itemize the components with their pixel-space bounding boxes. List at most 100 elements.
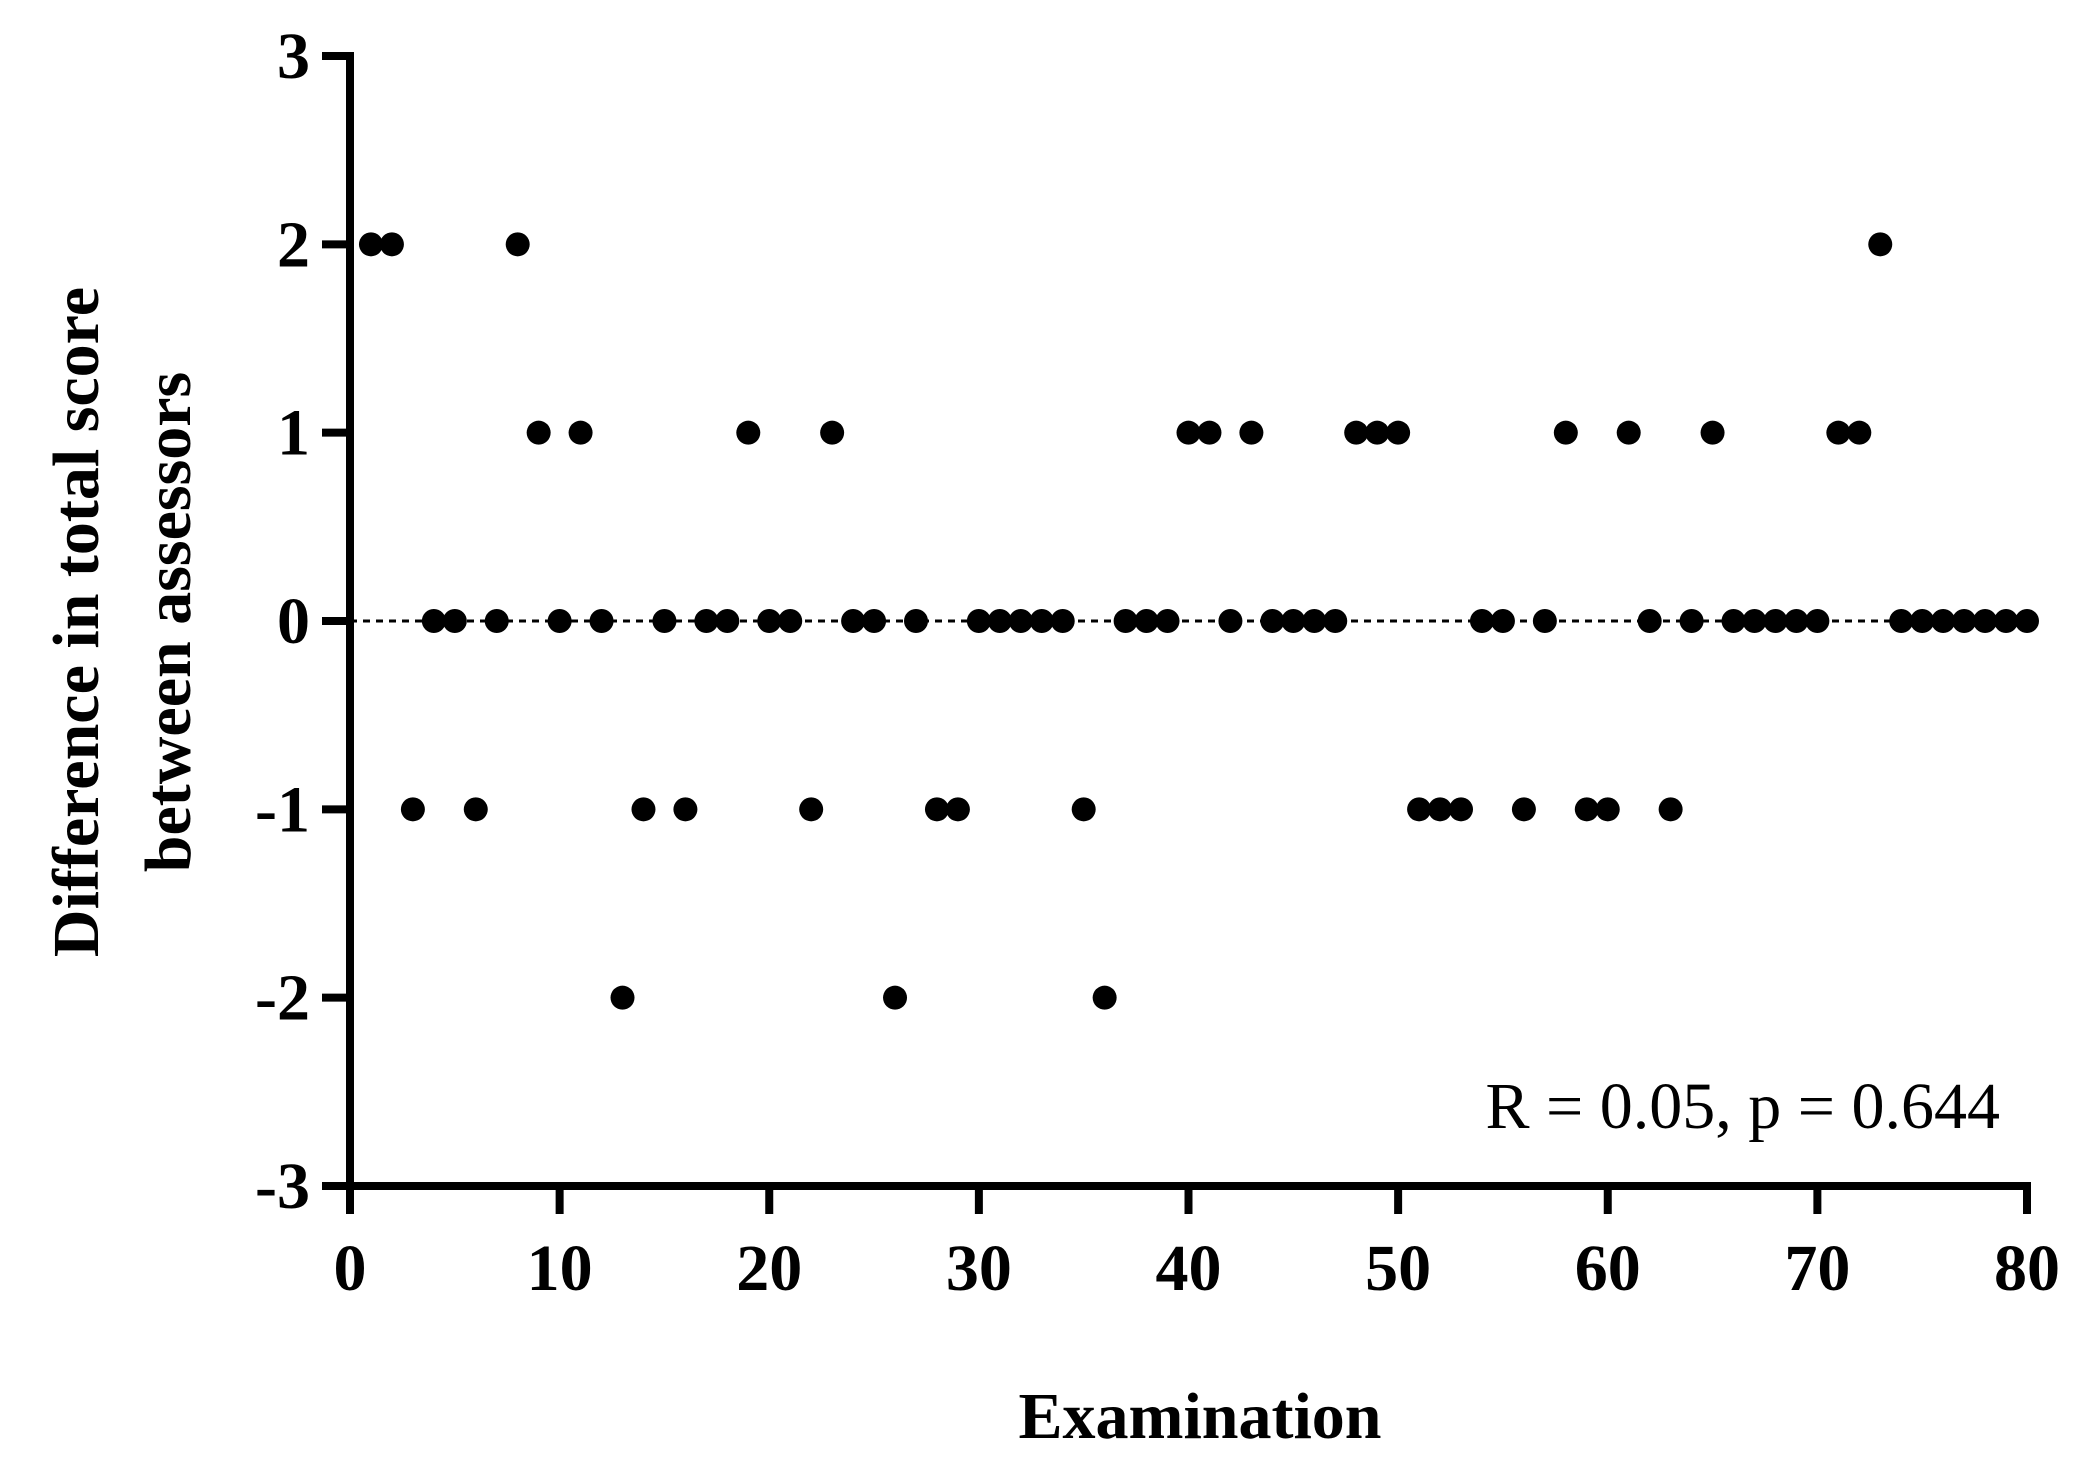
data-point xyxy=(1700,420,1725,445)
data-point xyxy=(1176,420,1201,445)
data-point xyxy=(1574,797,1599,822)
data-point xyxy=(1469,609,1494,633)
data-point xyxy=(799,797,824,822)
data-point xyxy=(1847,420,1872,445)
data-point xyxy=(673,797,698,822)
data-point xyxy=(568,420,593,445)
data-point xyxy=(1302,609,1327,633)
data-point xyxy=(1428,797,1453,822)
data-point xyxy=(1910,609,1935,633)
data-point xyxy=(1532,609,1557,633)
data-point xyxy=(1658,797,1683,822)
data-point xyxy=(1029,609,1054,633)
data-point xyxy=(1092,985,1117,1010)
data-point xyxy=(841,609,866,633)
data-point xyxy=(1595,797,1620,822)
y-tick-label: 2 xyxy=(277,208,310,281)
data-point xyxy=(862,609,887,633)
data-point xyxy=(1155,609,1180,633)
data-point xyxy=(987,609,1012,633)
data-point xyxy=(1386,420,1411,445)
data-point xyxy=(652,609,677,633)
data-point xyxy=(820,420,845,445)
data-point xyxy=(1008,609,1033,633)
data-point xyxy=(379,232,404,257)
x-tick-label: 50 xyxy=(1365,1232,1431,1305)
data-point xyxy=(1826,420,1851,445)
x-tick-label: 60 xyxy=(1575,1232,1641,1305)
data-point xyxy=(1637,609,1662,633)
data-point xyxy=(1553,420,1578,445)
data-point xyxy=(1889,609,1914,633)
data-point xyxy=(505,232,530,257)
data-point xyxy=(1805,609,1830,633)
data-point xyxy=(1931,609,1956,633)
data-point xyxy=(736,420,761,445)
data-point xyxy=(1994,609,2019,633)
data-point xyxy=(547,609,572,633)
y-tick-label: -2 xyxy=(255,962,310,1035)
x-tick-label: 20 xyxy=(736,1232,802,1305)
y-axis-title-line-1: Difference in total score xyxy=(40,287,113,957)
data-point xyxy=(1490,609,1515,633)
data-point xyxy=(883,985,908,1010)
y-axis-title: Difference in total score between assess… xyxy=(40,287,205,957)
data-point xyxy=(924,797,949,822)
data-point xyxy=(694,609,719,633)
data-point xyxy=(1113,609,1138,633)
x-tick-label: 70 xyxy=(1784,1232,1850,1305)
data-point xyxy=(1407,797,1432,822)
data-point xyxy=(1050,609,1075,633)
data-point xyxy=(1260,609,1285,633)
data-point xyxy=(1281,609,1306,633)
data-point xyxy=(631,797,656,822)
data-point xyxy=(1344,420,1369,445)
data-point xyxy=(1197,420,1222,445)
data-point xyxy=(715,609,740,633)
data-point xyxy=(1721,609,1746,633)
y-axis-title-line-2: between assessors xyxy=(132,372,205,872)
y-tick-label: 0 xyxy=(277,585,310,658)
data-point xyxy=(1763,609,1788,633)
data-point xyxy=(484,609,509,633)
data-point xyxy=(589,609,614,633)
correlation-annotation: R = 0.05, p = 0.644 xyxy=(1486,1070,2000,1143)
data-point xyxy=(757,609,782,633)
data-point xyxy=(966,609,991,633)
y-tick-label: -1 xyxy=(255,773,310,846)
data-point xyxy=(1784,609,1809,633)
data-point xyxy=(903,609,928,633)
data-point xyxy=(1323,609,1348,633)
data-point xyxy=(1973,609,1998,633)
data-point xyxy=(442,609,467,633)
data-point xyxy=(1868,232,1893,257)
x-tick-label: 30 xyxy=(946,1232,1012,1305)
y-ticks: 3 2 1 0 -1 -2 -3 xyxy=(255,20,350,1223)
data-point xyxy=(945,797,970,822)
data-point xyxy=(1679,609,1704,633)
data-point xyxy=(463,797,488,822)
data-point xyxy=(1742,609,1767,633)
data-point xyxy=(400,797,425,822)
y-tick-label: -3 xyxy=(255,1150,310,1223)
data-point xyxy=(358,232,383,257)
data-point xyxy=(1134,609,1159,633)
data-point xyxy=(1365,420,1390,445)
data-point xyxy=(778,609,803,633)
data-point xyxy=(1511,797,1536,822)
x-tick-label: 40 xyxy=(1156,1232,1222,1305)
data-point xyxy=(1616,420,1641,445)
data-point xyxy=(1952,609,1977,633)
x-ticks: 0 10 20 30 40 50 60 70 80 xyxy=(334,1186,2060,1305)
data-point xyxy=(1449,797,1474,822)
data-point xyxy=(1218,609,1243,633)
data-point xyxy=(421,609,446,633)
y-tick-label: 1 xyxy=(277,397,310,470)
data-points xyxy=(358,232,2039,1010)
x-tick-label: 80 xyxy=(1994,1232,2060,1305)
data-point xyxy=(526,420,551,445)
data-point xyxy=(1239,420,1264,445)
data-point xyxy=(610,985,635,1010)
y-tick-label: 3 xyxy=(277,20,310,93)
